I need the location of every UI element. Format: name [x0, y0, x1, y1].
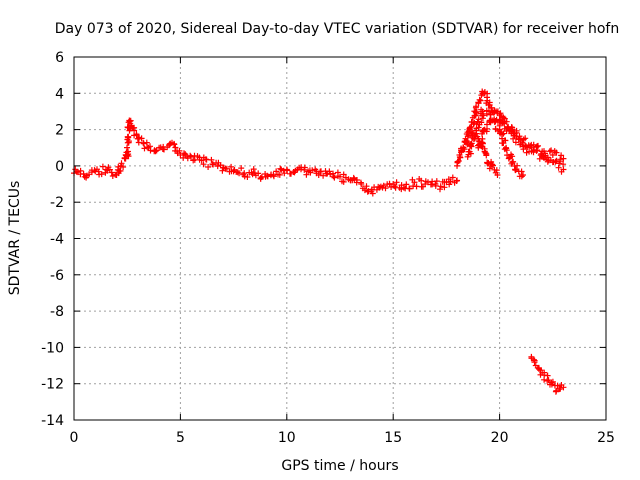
data-point [549, 152, 556, 159]
marker-cloud [231, 165, 247, 178]
data-point [479, 108, 486, 115]
marker-cloud [528, 353, 538, 366]
data-point [188, 153, 195, 160]
data-point [326, 168, 333, 175]
x-tick-label: 5 [176, 430, 185, 446]
series-arc-e [528, 353, 567, 395]
marker-cloud [264, 171, 277, 180]
marker-cloud [296, 164, 310, 178]
data-point [315, 171, 322, 178]
series-arc-d [462, 128, 501, 178]
marker-cloud [157, 142, 172, 153]
x-tick-label: 25 [597, 430, 615, 446]
marker-cloud [503, 145, 516, 167]
y-tick-label: -2 [50, 195, 64, 211]
data-point [124, 152, 131, 159]
x-axis-ticks: 0 5 10 15 20 25 [70, 57, 615, 446]
marker-cloud [552, 382, 561, 395]
data-point [177, 152, 184, 159]
marker-cloud [180, 150, 194, 162]
marker-cloud [402, 176, 417, 192]
y-tick-label: -12 [41, 377, 64, 393]
x-tick-label: 15 [384, 430, 402, 446]
data-point [273, 168, 280, 175]
data-point [560, 166, 567, 173]
y-axis-ticks: -14 -12 -10 -8 -6 -4 -2 0 2 4 6 [41, 50, 606, 429]
y-tick-label: 0 [55, 159, 64, 175]
marker-cloud [556, 382, 565, 392]
data-point [358, 181, 365, 188]
marker-cloud [489, 116, 503, 134]
marker-cloud [516, 168, 525, 180]
marker-cloud [463, 128, 474, 140]
marker-cloud [284, 167, 299, 177]
y-tick-label: 2 [55, 123, 64, 139]
marker-cloud [167, 139, 183, 157]
data-point [488, 104, 495, 111]
y-tick-label: -14 [41, 413, 64, 429]
marker-cloud [190, 152, 203, 164]
marker-cloud [550, 157, 567, 175]
y-axis-label: SDTVAR / TECUs [7, 181, 23, 296]
marker-cloud [547, 378, 556, 388]
marker-cloud [480, 107, 490, 119]
marker-cloud [551, 148, 565, 165]
y-tick-label: 4 [55, 86, 64, 102]
marker-cloud [200, 154, 215, 170]
x-tick-label: 0 [70, 430, 79, 446]
y-tick-label: -4 [50, 232, 64, 248]
marker-cloud [317, 168, 331, 179]
marker-cloud [541, 369, 551, 384]
marker-cloud [534, 364, 544, 378]
y-tick-label: -10 [41, 340, 64, 356]
y-tick-label: -6 [50, 268, 64, 284]
marker-cloud [135, 134, 151, 152]
marker-cloud [327, 169, 341, 181]
marker-cloud [94, 163, 109, 178]
x-tick-label: 10 [278, 430, 296, 446]
series-main [71, 117, 461, 197]
x-axis-label: GPS time / hours [281, 458, 398, 474]
marker-cloud [469, 129, 481, 142]
marker-cloud [72, 166, 87, 178]
data-point [411, 179, 418, 186]
chart-title: Day 073 of 2020, Sidereal Day-to-day VTE… [55, 21, 619, 37]
marker-cloud [147, 143, 160, 155]
marker-cloud [540, 153, 554, 165]
marker-cloud [530, 147, 545, 162]
data-point [560, 384, 567, 391]
marker-cloud [454, 144, 467, 166]
marker-cloud [359, 183, 375, 195]
marker-cloud [123, 118, 133, 160]
marker-cloud [127, 117, 142, 142]
series-arc-c [475, 116, 527, 180]
data-point [454, 177, 461, 184]
marker-cloud [541, 147, 555, 161]
data-point [494, 171, 501, 178]
marker-cloud [510, 158, 521, 174]
data-points [71, 88, 567, 395]
y-tick-label: -8 [50, 304, 64, 320]
marker-cloud [241, 166, 257, 180]
marker-cloud [481, 148, 495, 172]
data-point [560, 155, 567, 162]
marker-cloud [306, 166, 320, 177]
marker-cloud [83, 167, 98, 181]
data-point [337, 173, 343, 180]
marker-cloud [489, 161, 500, 176]
data-point [485, 108, 492, 115]
marker-cloud [275, 165, 288, 178]
data-point [520, 171, 527, 178]
y-tick-label: 6 [55, 50, 64, 66]
data-point [400, 184, 407, 191]
marker-cloud [391, 179, 405, 193]
marker-cloud [380, 180, 395, 192]
marker-cloud [413, 176, 426, 190]
x-tick-label: 20 [491, 430, 509, 446]
